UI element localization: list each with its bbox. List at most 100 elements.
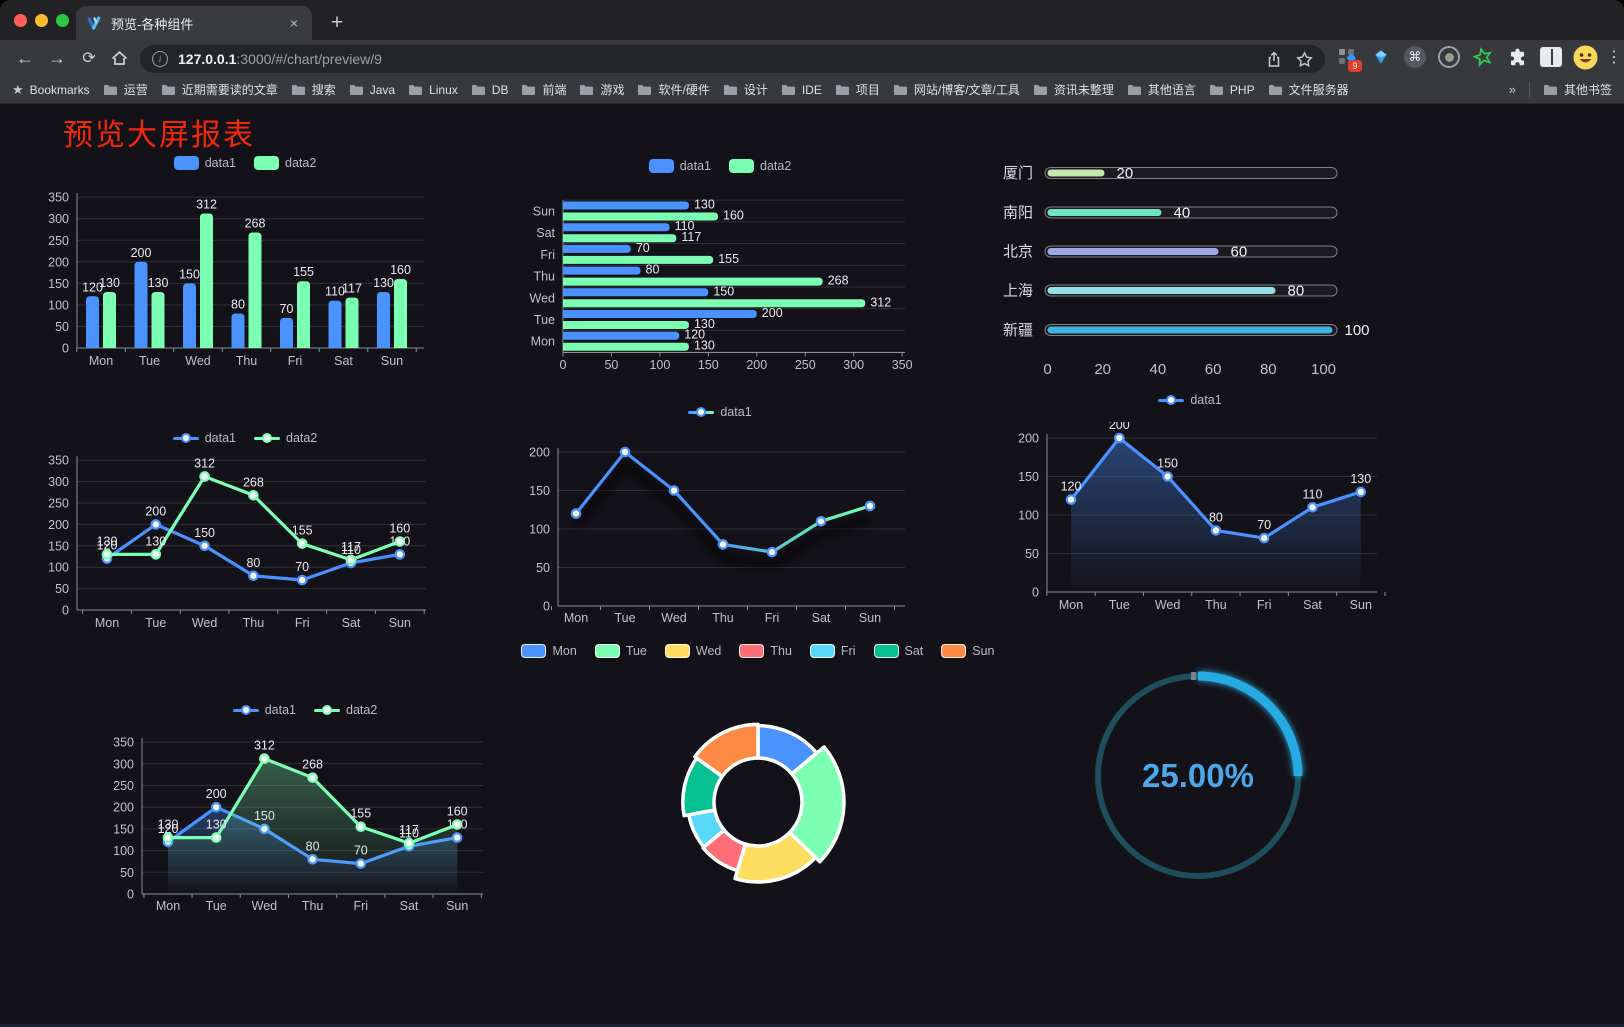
bookmark-folder[interactable]: 搜索	[291, 81, 336, 98]
bookmark-folder[interactable]: 设计	[723, 81, 768, 98]
legend-bar-horizontal[interactable]: data1 data2	[505, 156, 935, 176]
legend-item[interactable]: data1	[232, 703, 296, 717]
bookmark-folder[interactable]: 资讯未整理	[1033, 81, 1114, 98]
chart-bar-vertical[interactable]: 0 50 100 150 200 250 300 350 Mon Tue Wed Thu Fri Sat S…	[30, 180, 460, 375]
reload-button[interactable]: ⟳	[82, 50, 96, 67]
bookmark-folder[interactable]: 文件服务器	[1268, 81, 1349, 98]
legend-line-gradient[interactable]: data1	[505, 402, 935, 422]
extensions-puzzle-button[interactable]	[1504, 44, 1530, 70]
tab-close-icon[interactable]: ×	[289, 15, 298, 31]
chart-line-area-two[interactable]: 0 50 100 150 200 250 300 350 Mon Tue Wed Thu Fri Sat S…	[95, 730, 515, 920]
legend-item[interactable]: Wed	[664, 644, 721, 658]
puzzle-icon	[1510, 48, 1524, 65]
url-text[interactable]: 127.0.0.1:3000/#/chart/preview/9	[178, 51, 382, 67]
new-tab-button[interactable]: +	[330, 11, 344, 34]
legend-item[interactable]: Sun	[941, 644, 995, 658]
page-content: 预览大屏报表 data1 data2 data1 data2 data1 data2 …	[0, 104, 1624, 1027]
legend-item[interactable]: data2	[254, 156, 316, 170]
svg-text:100: 100	[48, 298, 69, 312]
legend-item[interactable]: data1	[688, 405, 752, 419]
share-icon[interactable]	[1266, 51, 1282, 68]
legend-item[interactable]: data2	[729, 159, 791, 173]
folder-icon	[1268, 84, 1282, 95]
legend-bar-vertical[interactable]: data1 data2	[30, 153, 460, 173]
gem-extension-icon[interactable]	[1368, 44, 1394, 70]
legend-item[interactable]: Fri	[809, 644, 856, 658]
green-star-extension-icon[interactable]	[1470, 44, 1496, 70]
svg-text:150: 150	[48, 277, 69, 291]
browser-tab[interactable]: 预览-各种组件 ×	[76, 6, 312, 40]
legend-line-area-two[interactable]: data1 data2	[95, 700, 515, 720]
address-bar[interactable]: i 127.0.0.1:3000/#/chart/preview/9	[140, 45, 1325, 73]
chart-gauge[interactable]: 25.00%	[1048, 650, 1358, 900]
bookmark-star-icon[interactable]	[1296, 50, 1313, 68]
legend-item[interactable]: data1	[648, 159, 711, 173]
bookmark-folder[interactable]: 前端	[521, 81, 566, 98]
back-button[interactable]: ←	[16, 47, 34, 68]
forward-button[interactable]: →	[48, 47, 66, 68]
legend-item[interactable]: Tue	[594, 644, 647, 658]
bookmark-folder[interactable]: 软件/硬件	[637, 81, 710, 98]
chart-rose-donut[interactable]	[540, 660, 976, 920]
bookmark-bookmarks[interactable]: ★ Bookmarks	[12, 82, 90, 98]
minimize-window-button[interactable]	[35, 14, 48, 27]
legend-item[interactable]: data1	[172, 431, 236, 445]
chart-line-two[interactable]: 0 50 100 150 200 250 300 350 Mon Tue Wed Thu Fri Sat S…	[30, 450, 460, 640]
bookmark-folder[interactable]: Linux	[408, 83, 458, 97]
bookmark-folder[interactable]: Java	[349, 83, 395, 97]
content-blocker-icon[interactable]: 9	[1334, 44, 1362, 72]
bookmark-folder[interactable]: PHP	[1209, 83, 1255, 97]
legend-rose-donut[interactable]: Mon Tue Wed Thu Fri Sat Sun	[521, 641, 995, 661]
home-button[interactable]	[106, 45, 132, 71]
legend-item[interactable]: data2	[314, 703, 377, 717]
svg-text:Wed: Wed	[252, 899, 278, 913]
bookmark-folder[interactable]: 游戏	[579, 81, 624, 98]
chart-bar-horizontal[interactable]: 0 50 100 150 200 250 300 350 Sun Sat Fri Thu Wed Tue M…	[505, 176, 935, 376]
legend-item[interactable]: data1	[1158, 393, 1222, 407]
svg-text:Thu: Thu	[1205, 598, 1227, 612]
side-panel-button[interactable]	[1538, 44, 1564, 70]
bookmark-folder[interactable]: IDE	[781, 83, 822, 97]
bookmark-folder[interactable]: DB	[471, 83, 508, 97]
svg-text:60: 60	[1205, 361, 1222, 378]
legend-item[interactable]: Thu	[739, 644, 792, 658]
bookmark-folder[interactable]: 网站/博客/文章/工具	[893, 81, 1020, 98]
bookmark-folder[interactable]: 运营	[103, 81, 148, 98]
fullscreen-window-button[interactable]	[56, 14, 69, 27]
svg-text:200: 200	[131, 246, 152, 260]
profile-avatar[interactable]	[1572, 44, 1598, 70]
page-info-icon[interactable]: i	[152, 51, 168, 67]
legend-line-area[interactable]: data1	[975, 390, 1405, 410]
svg-text:117: 117	[341, 540, 361, 554]
svg-text:200: 200	[48, 255, 69, 269]
svg-text:150: 150	[713, 284, 734, 298]
legend-item[interactable]: data1	[173, 156, 236, 170]
bookmark-folder[interactable]: 项目	[835, 81, 880, 98]
other-bookmarks[interactable]: 其他书签	[1543, 81, 1612, 98]
browser-menu-button[interactable]: ⋮	[1606, 44, 1622, 70]
chart-line-gradient[interactable]: 0 50 100 150 200 Mon Tue Wed Thu Fri Sat Sun	[505, 416, 935, 636]
svg-text:100: 100	[113, 844, 134, 858]
svg-text:200: 200	[145, 504, 166, 518]
folder-icon	[409, 84, 423, 95]
svg-text:80: 80	[1288, 283, 1305, 300]
chart-progress-bars[interactable]: 厦门 20 南阳 40 北京 60 上海 80 新疆 100 0 20 40 60 80 100	[975, 160, 1405, 390]
close-window-button[interactable]	[14, 14, 27, 27]
legend-swatch	[594, 644, 620, 658]
legend-item[interactable]: Mon	[521, 644, 577, 658]
legend-label: data2	[286, 431, 318, 445]
bookmark-label: 网站/博客/文章/工具	[913, 83, 1020, 97]
legend-line-two[interactable]: data1 data2	[30, 428, 460, 448]
bookmarks-overflow-chevron[interactable]: »	[1508, 82, 1516, 97]
bookmark-folder[interactable]: 近期需要读的文章	[161, 81, 278, 98]
svg-text:160: 160	[389, 522, 410, 536]
chart-line-area[interactable]: 0 50 100 150 200 Mon Tue Wed Thu Fri Sat Sun 120 200 1…	[975, 422, 1405, 622]
command-extension-icon[interactable]: ⌘	[1402, 44, 1428, 70]
folder-icon	[580, 84, 594, 95]
bookmark-folder[interactable]: 其他语言	[1127, 81, 1196, 98]
folder-icon	[349, 84, 363, 95]
legend-label: Thu	[770, 644, 792, 658]
legend-item[interactable]: data2	[254, 431, 317, 445]
legend-item[interactable]: Sat	[873, 644, 923, 658]
recorder-extension-icon[interactable]	[1436, 44, 1462, 70]
